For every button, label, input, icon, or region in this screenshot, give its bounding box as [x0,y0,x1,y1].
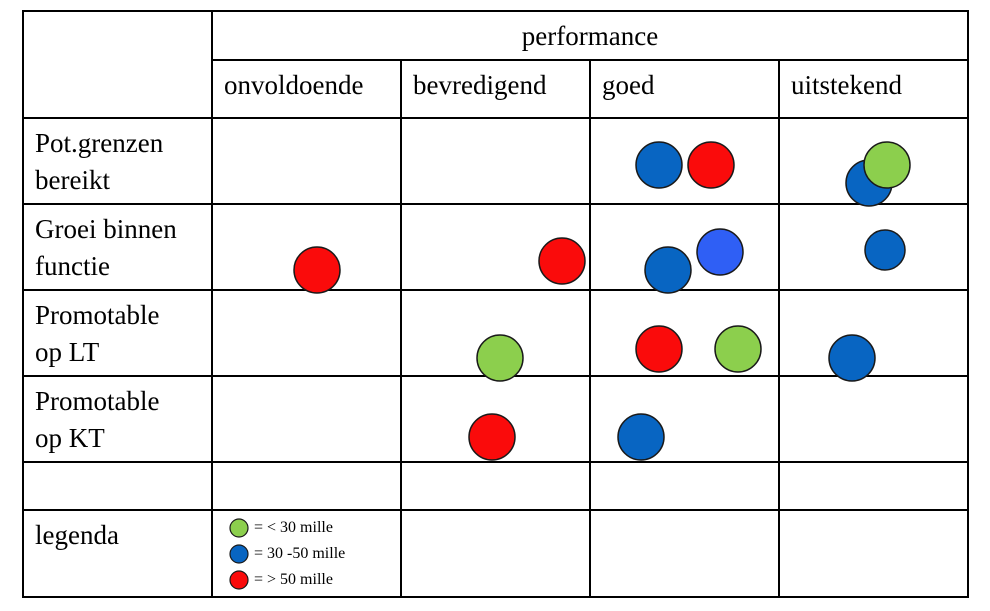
legend-swatch-blue [229,544,249,564]
column-header: bevredigend [413,70,547,100]
row-label-line: op LT [35,337,100,367]
marker-green [476,334,524,382]
column-header: goed [602,70,655,100]
marker-blue [828,334,876,382]
row-label-legend: legenda [35,520,119,550]
employee-markers [293,141,911,461]
row-label-line: bereikt [35,165,110,195]
grid-lines [22,10,969,598]
column-header: uitstekend [791,70,902,100]
legend-swatch-green [229,518,249,538]
marker-red [687,141,735,189]
marker-red [538,237,586,285]
row-label-line: Promotable [35,386,160,416]
row-label-line: op KT [35,423,105,453]
row-label-line: Groei binnen [35,214,177,244]
legend-label: = > 50 mille [254,571,333,588]
row-label: Promotable op KT [35,383,159,457]
marker-red [635,325,683,373]
row-label-line: Promotable [35,300,160,330]
grid-border [22,10,969,598]
marker-blue [864,229,906,271]
legend-swatches [229,518,249,590]
row-label-line: functie [35,251,110,281]
row-label: Pot.grenzen bereikt [35,125,163,199]
marker-red [293,246,341,294]
marker-blue [644,246,692,294]
legend-swatch-red [229,570,249,590]
row-label: Promotable op LT [35,297,159,371]
row-label-line: Pot.grenzen [35,128,164,158]
marker-red [468,413,516,461]
marker-blue [635,141,683,189]
row-label: Groei binnen functie [35,211,177,285]
marker-green [863,141,911,189]
marker-green [714,325,762,373]
marker-blue [617,413,665,461]
legend-label: = < 30 mille [254,519,333,536]
legend-label: = 30 -50 mille [254,545,346,562]
column-header: onvoldoende [224,70,364,100]
marker-light-blue [696,228,744,276]
header-title: performance [521,21,659,51]
